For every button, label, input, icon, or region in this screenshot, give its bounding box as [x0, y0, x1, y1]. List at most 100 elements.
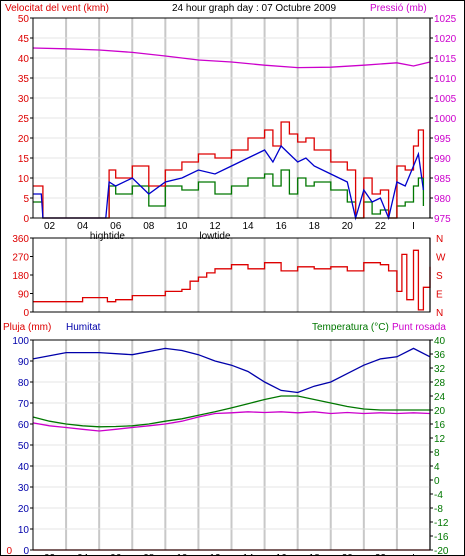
x-tick-label: 22 — [375, 221, 387, 232]
y-tick-label: 20 — [18, 134, 30, 145]
temperature-axis-label: Temperatura (°C) — [312, 322, 389, 333]
x-tick-label: 18 — [309, 553, 321, 556]
y-tick-label: 8 — [434, 448, 440, 459]
wind-series — [32, 47, 431, 221]
wind-gust-line — [33, 121, 425, 219]
wind-axis-label: Velocitat del vent (kmh) — [5, 3, 109, 14]
y-tick-label: 360 — [12, 234, 29, 245]
y-tick-label: 1005 — [434, 94, 457, 105]
y-tick-label: 985 — [434, 174, 451, 185]
y-tick-label: 50 — [18, 441, 30, 452]
dewpoint-axis-label: Punt rosada — [392, 322, 446, 333]
direction-series — [33, 249, 431, 311]
y-tick-label: -16 — [434, 532, 449, 543]
x-tick-label: 06 — [110, 553, 122, 556]
x-tick-label: 12 — [209, 553, 221, 556]
rain-axis-label: Pluja (mm) — [3, 322, 51, 333]
temperature-y-ticks: -20 -16 -12 -8 -4 0 4 8 12 16 20 24 28 32 36 40 — [430, 336, 449, 556]
y-tick-label: 60 — [18, 420, 30, 431]
x-tick-label: 14 — [242, 553, 254, 556]
y-tick-label: 35 — [18, 74, 30, 85]
x-tick-label: I — [412, 553, 415, 556]
y-tick-label: 995 — [434, 134, 451, 145]
y-tick-label: 90 — [18, 290, 30, 301]
y-tick-label: 5 — [23, 194, 29, 205]
temperature-panel: Pluja (mm) Humitat Temperatura (°C) Punt… — [3, 322, 449, 556]
y-tick-label: 32 — [434, 364, 446, 375]
x-tick-label: 10 — [176, 221, 188, 232]
y-tick-label: 40 — [434, 336, 446, 347]
x-tick-label: I — [412, 221, 415, 232]
x-tick-label: 10 — [176, 553, 188, 556]
y-tick-label: 30 — [18, 94, 30, 105]
y-tick-label: 40 — [18, 54, 30, 65]
x-tick-label: 18 — [309, 221, 321, 232]
tide-label: hightide — [90, 231, 125, 242]
x-tick-label: 20 — [342, 553, 354, 556]
x-tick-label: 02 — [44, 221, 56, 232]
y-tick-label: 90 — [18, 357, 30, 368]
x-tick-label: 14 — [242, 221, 254, 232]
x-tick-label: 16 — [276, 553, 288, 556]
dewpoint-line — [32, 411, 431, 432]
x-tick-label: 16 — [276, 221, 288, 232]
y-tick-label: -20 — [434, 546, 449, 556]
y-tick-label: 36 — [434, 350, 446, 361]
wind-tide-labels: hightide lowtide — [90, 231, 231, 242]
wind-pressure-panel: Velocitat del vent (kmh) 24 hour graph d… — [5, 3, 457, 242]
compass-label: N — [436, 234, 443, 245]
x-tick-label: 04 — [77, 553, 89, 556]
y-tick-label: 180 — [12, 271, 29, 282]
y-tick-label: 1020 — [434, 34, 457, 45]
y-tick-label: -8 — [434, 504, 443, 515]
y-tick-label: 80 — [18, 378, 30, 389]
y-tick-label: 980 — [434, 194, 451, 205]
compass-label: E — [436, 290, 443, 301]
y-tick-label: 25 — [18, 114, 30, 125]
pressure-y-ticks: 975 980 985 990 995 1000 1005 1010 1015 1020 1025 — [430, 14, 457, 225]
y-tick-label: 16 — [434, 420, 446, 431]
y-tick-label: 1010 — [434, 74, 457, 85]
y-tick-label: 4 — [434, 462, 440, 473]
y-tick-label: 50 — [18, 14, 30, 25]
y-tick-label: 28 — [434, 378, 446, 389]
x-tick-label: 04 — [77, 221, 89, 232]
y-tick-label: 1015 — [434, 54, 457, 65]
compass-label: N — [436, 308, 443, 319]
wind-plot-frame — [32, 17, 431, 219]
x-tick-label: 08 — [143, 221, 155, 232]
y-tick-label: 15 — [18, 154, 30, 165]
y-tick-label: 100 — [12, 336, 29, 347]
x-tick-label: 08 — [143, 553, 155, 556]
humidity-axis-label: Humitat — [66, 322, 101, 333]
compass-label: S — [436, 271, 443, 282]
y-tick-label: 975 — [434, 214, 451, 225]
pressure-axis-label: Pressió (mb) — [370, 3, 427, 14]
temperature-grid — [33, 340, 431, 550]
y-tick-label: 45 — [18, 34, 30, 45]
chart-title: 24 hour graph day : 07 Octubre 2009 — [172, 3, 336, 14]
wind-x-ticks: 02 04 06 08 10 12 14 16 18 20 22 I — [44, 221, 415, 232]
x-tick-label: 02 — [44, 553, 56, 556]
y-tick-label: 70 — [18, 399, 30, 410]
y-tick-label: 40 — [18, 462, 30, 473]
rain-y-tick-label: 0 — [6, 546, 12, 556]
direction-plot-frame — [32, 237, 431, 313]
y-tick-label: 30 — [18, 483, 30, 494]
x-tick-label: 12 — [209, 221, 221, 232]
x-tick-label: 22 — [375, 553, 387, 556]
pressure-line — [32, 47, 431, 69]
y-tick-label: 0 — [23, 308, 29, 319]
temperature-line — [32, 395, 430, 428]
wind-direction-line — [33, 249, 431, 311]
temperature-plot-frame — [32, 339, 431, 551]
compass-label: W — [436, 253, 446, 264]
y-tick-label: 990 — [434, 154, 451, 165]
y-tick-label: -4 — [434, 490, 443, 501]
y-tick-label: 0 — [434, 476, 440, 487]
x-tick-label: 20 — [342, 221, 354, 232]
y-tick-label: 10 — [18, 174, 30, 185]
